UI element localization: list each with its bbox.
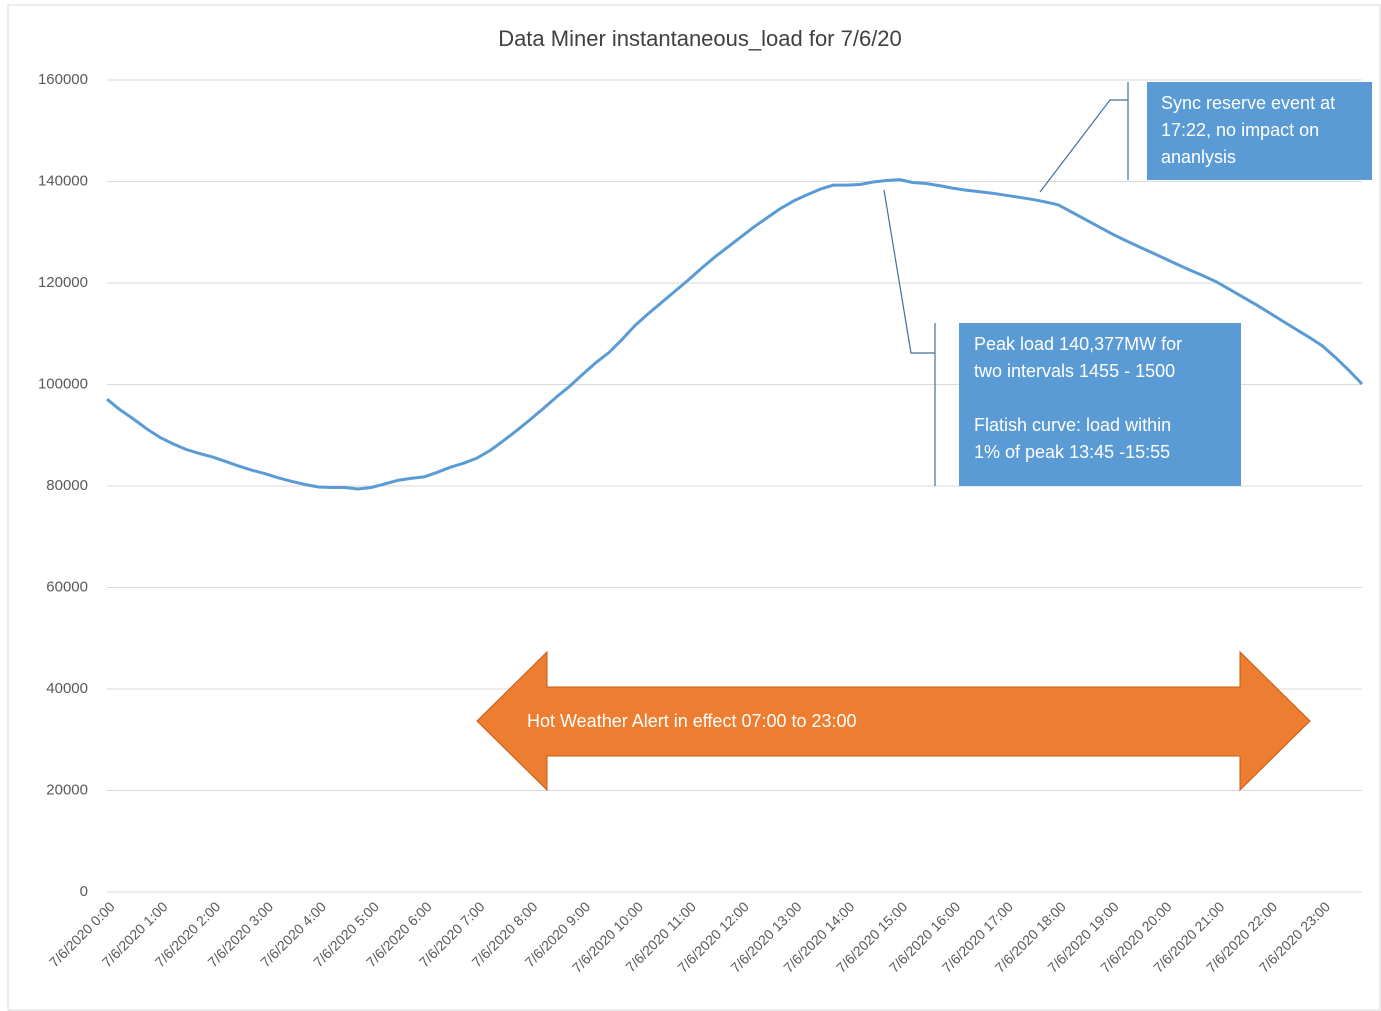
y-tick-label: 40000 [46, 680, 88, 697]
callout-text: ananlysis [1161, 147, 1236, 167]
callout-text: Peak load 140,377MW for [974, 334, 1182, 354]
callout-text: Sync reserve event at [1161, 93, 1335, 113]
y-tick-label: 100000 [38, 375, 88, 392]
callout-box [1147, 82, 1372, 180]
double-arrow [476, 650, 1311, 792]
leader-line [1039, 82, 1129, 193]
callout-text: 1% of peak 13:45 -15:55 [974, 442, 1170, 462]
y-tick-label: 120000 [38, 274, 88, 291]
leader-line [883, 189, 936, 486]
y-tick-label: 80000 [46, 477, 88, 494]
y-tick-label: 160000 [38, 71, 88, 88]
callout-text: two intervals 1455 - 1500 [974, 361, 1175, 381]
chart-title: Data Miner instantaneous_load for 7/6/20 [498, 26, 902, 51]
data-line [106, 178, 1364, 491]
y-tick-label: 140000 [38, 172, 88, 189]
callout-box [959, 323, 1241, 486]
callout-text: Flatish curve: load within [974, 415, 1171, 435]
callout-text: 17:22, no impact on [1161, 120, 1319, 140]
y-tick-label: 20000 [46, 781, 88, 798]
y-tick-label: 60000 [46, 578, 88, 595]
arrow-text: Hot Weather Alert in effect 07:00 to 23:… [527, 711, 857, 731]
y-tick-label: 0 [80, 883, 88, 900]
